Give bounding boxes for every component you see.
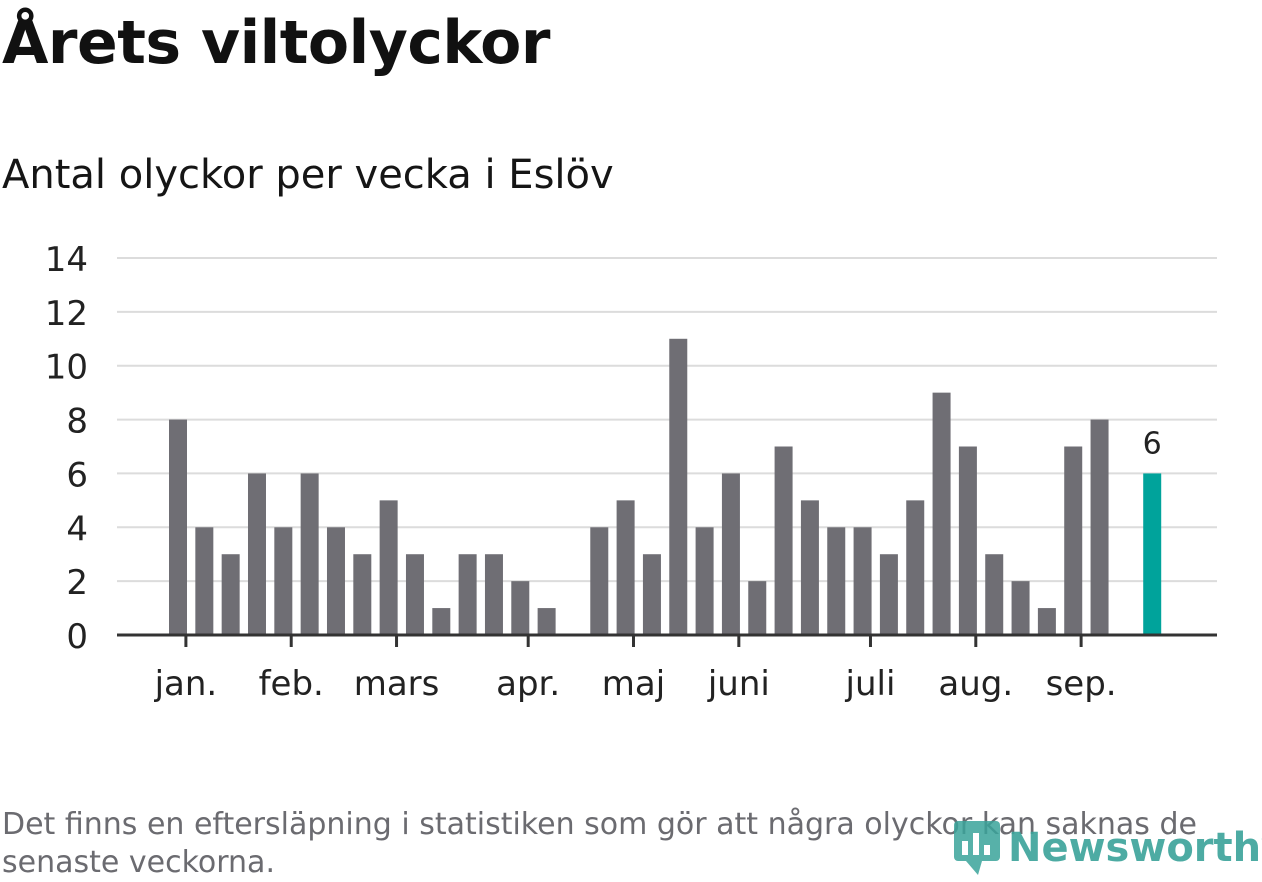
- bar-chart: 0 2 4 6 8 10 12 14 6 jan. feb. mars apr. maj juni jul…: [45, 240, 1217, 704]
- bar-week: [405, 554, 424, 635]
- bar-week: [379, 500, 398, 635]
- x-tick-label: aug.: [938, 664, 1013, 704]
- bar-week: [669, 338, 688, 635]
- x-tick-label: maj: [602, 664, 665, 704]
- bar-week: [827, 527, 846, 635]
- y-tick-label: 6: [66, 455, 88, 495]
- bar-week: [1064, 446, 1083, 635]
- x-tick-label: mars: [354, 664, 440, 704]
- bar-week: [853, 527, 872, 635]
- bars: 6: [169, 338, 1162, 635]
- x-tick-label: apr.: [496, 664, 560, 704]
- x-tick-label: feb.: [259, 664, 324, 704]
- bar-week: [800, 500, 819, 635]
- chart-title: Årets viltolyckor: [2, 8, 551, 78]
- bar-week: [353, 554, 372, 635]
- bar-week: [879, 554, 898, 635]
- y-tick-label: 10: [45, 348, 88, 388]
- bar-week: [169, 419, 187, 635]
- y-axis-ticks: 0 2 4 6 8 10 12 14: [45, 240, 88, 657]
- bar-week: [326, 527, 345, 635]
- bar-week: [958, 446, 977, 635]
- bar-week: [458, 554, 477, 635]
- bar-week: [221, 554, 240, 635]
- bar-week: [300, 473, 319, 635]
- bar-week: [195, 527, 214, 635]
- y-tick-label: 4: [66, 509, 88, 549]
- bar-week: [695, 527, 714, 635]
- bar-week: [906, 500, 925, 635]
- y-tick-label: 12: [45, 294, 88, 334]
- x-tick-label: juli: [845, 664, 896, 704]
- bar-week: [616, 500, 635, 635]
- bar-latest-week: [1143, 473, 1162, 635]
- bar-week: [1011, 581, 1030, 635]
- bar-week: [432, 608, 451, 635]
- brand-name: Newsworthy: [1008, 825, 1262, 871]
- bar-week: [642, 554, 661, 635]
- bar-week: [985, 554, 1004, 635]
- y-tick-label: 14: [45, 240, 88, 280]
- x-tick-label: jan.: [154, 664, 218, 704]
- y-tick-label: 2: [66, 563, 88, 603]
- brand-logo[interactable]: Newsworthy: [952, 818, 1262, 878]
- bar-value-label: 6: [1143, 426, 1162, 461]
- bar-week: [247, 473, 266, 635]
- bar-week: [932, 392, 951, 635]
- bar-week: [590, 527, 609, 635]
- bar-week: [511, 581, 530, 635]
- y-tick-label: 0: [66, 617, 88, 657]
- bar-week: [1090, 419, 1109, 635]
- chart-subtitle: Antal olyckor per vecka i Eslöv: [2, 152, 614, 198]
- bar-week: [537, 608, 556, 635]
- bar-week: [1037, 608, 1056, 635]
- y-tick-label: 8: [66, 402, 88, 442]
- bar-week: [274, 527, 293, 635]
- gridlines: [117, 257, 1217, 583]
- newsworthy-logo-icon: [954, 821, 1000, 875]
- x-axis-ticks: jan. feb. mars apr. maj juni juli aug. sep.: [154, 635, 1117, 704]
- bar-week: [484, 554, 503, 635]
- x-tick-label: sep.: [1046, 664, 1117, 704]
- bar-week: [721, 473, 740, 635]
- bar-week: [748, 581, 767, 635]
- bar-week: [774, 446, 793, 635]
- x-tick-label: juni: [707, 664, 770, 704]
